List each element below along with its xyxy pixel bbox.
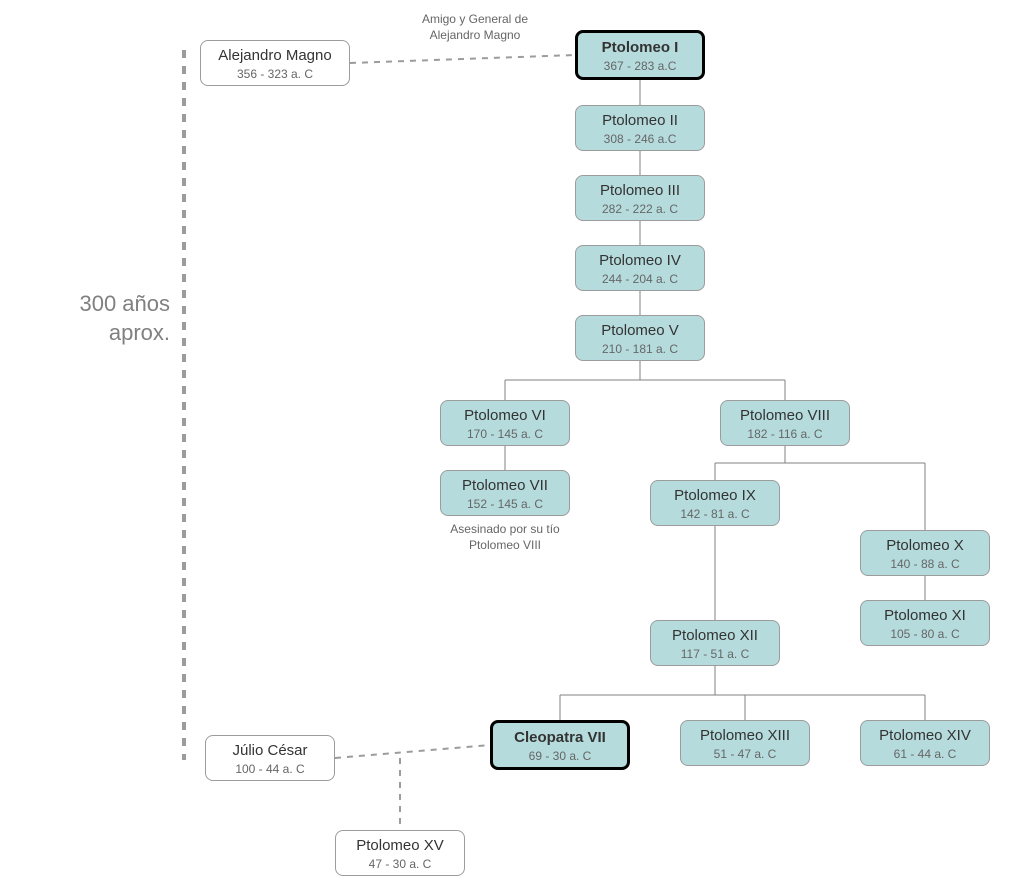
annotation-anno_p7: Asesinado por su tíoPtolomeo VIII [435,522,575,553]
node-name: Ptolomeo IX [661,487,769,505]
node-dates: 105 - 80 a. C [871,627,979,641]
node-p8: Ptolomeo VIII 182 - 116 a. C [720,400,850,446]
node-dates: 182 - 116 a. C [731,427,839,441]
node-dates: 282 - 222 a. C [586,202,694,216]
node-cleo: Cleopatra VII 69 - 30 a. C [490,720,630,770]
node-dates: 356 - 323 a. C [211,67,339,81]
node-name: Ptolomeo X [871,537,979,555]
timespan-text: 300 añosaprox. [79,291,170,345]
node-dates: 308 - 246 a.C [586,132,694,146]
node-p13: Ptolomeo XIII 51 - 47 a. C [680,720,810,766]
node-p7: Ptolomeo VII 152 - 145 a. C [440,470,570,516]
node-p6: Ptolomeo VI 170 - 145 a. C [440,400,570,446]
timespan-label: 300 añosaprox. [30,290,170,347]
node-name: Ptolomeo XIII [691,727,799,745]
node-name: Ptolomeo II [586,112,694,130]
node-name: Ptolomeo IV [586,252,694,270]
node-name: Ptolomeo I [588,39,692,57]
node-name: Ptolomeo XV [346,837,454,855]
node-p2: Ptolomeo II 308 - 246 a.C [575,105,705,151]
node-name: Ptolomeo XI [871,607,979,625]
node-alex: Alejandro Magno 356 - 323 a. C [200,40,350,86]
node-dates: 69 - 30 a. C [503,749,617,763]
node-p1: Ptolomeo I 367 - 283 a.C [575,30,705,80]
node-p4: Ptolomeo IV 244 - 204 a. C [575,245,705,291]
node-p5: Ptolomeo V 210 - 181 a. C [575,315,705,361]
node-name: Ptolomeo VI [451,407,559,425]
node-p12: Ptolomeo XII 117 - 51 a. C [650,620,780,666]
node-dates: 61 - 44 a. C [871,747,979,761]
node-cesar: Júlio César 100 - 44 a. C [205,735,335,781]
annotation-anno_alex: Amigo y General deAlejandro Magno [385,12,565,43]
node-dates: 140 - 88 a. C [871,557,979,571]
node-p3: Ptolomeo III 282 - 222 a. C [575,175,705,221]
node-dates: 51 - 47 a. C [691,747,799,761]
node-dates: 367 - 283 a.C [588,59,692,73]
node-dates: 117 - 51 a. C [661,647,769,661]
node-dates: 152 - 145 a. C [451,497,559,511]
node-p10: Ptolomeo X 140 - 88 a. C [860,530,990,576]
node-name: Júlio César [216,742,324,760]
node-name: Ptolomeo VII [451,477,559,495]
node-name: Ptolomeo XII [661,627,769,645]
node-p9: Ptolomeo IX 142 - 81 a. C [650,480,780,526]
node-p15: Ptolomeo XV 47 - 30 a. C [335,830,465,876]
node-name: Ptolomeo III [586,182,694,200]
node-name: Cleopatra VII [503,729,617,747]
node-name: Ptolomeo V [586,322,694,340]
node-dates: 142 - 81 a. C [661,507,769,521]
node-p11: Ptolomeo XI 105 - 80 a. C [860,600,990,646]
node-name: Ptolomeo VIII [731,407,839,425]
node-dates: 100 - 44 a. C [216,762,324,776]
node-name: Alejandro Magno [211,47,339,65]
node-dates: 210 - 181 a. C [586,342,694,356]
node-dates: 244 - 204 a. C [586,272,694,286]
node-dates: 170 - 145 a. C [451,427,559,441]
node-name: Ptolomeo XIV [871,727,979,745]
node-dates: 47 - 30 a. C [346,857,454,871]
node-p14: Ptolomeo XIV 61 - 44 a. C [860,720,990,766]
